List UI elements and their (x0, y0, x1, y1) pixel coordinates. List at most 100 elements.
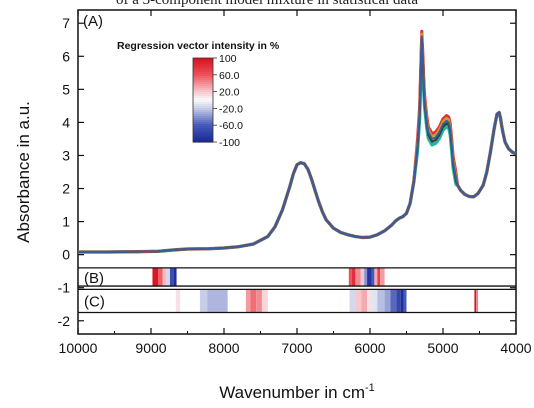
colorbar-swatch (193, 106, 213, 109)
colorbar-swatch (193, 94, 213, 97)
colorbar-swatch (193, 68, 213, 71)
regression-band (245, 289, 251, 313)
colorbar-tick-label: 20.0 (219, 87, 240, 99)
y-tick-label: 2 (62, 181, 70, 197)
x-tick-label: 9000 (135, 340, 166, 356)
colorbar-swatch (193, 78, 213, 81)
y-tick-label: 4 (62, 114, 70, 130)
colorbar-swatch (193, 86, 213, 89)
colorbar-swatch (193, 104, 213, 107)
regression-band (158, 267, 163, 287)
colorbar-swatch (193, 124, 213, 127)
axis-labels: Absorbance in a.u. Wavenumber in cm-1 (14, 101, 375, 402)
colorbar-swatch (193, 90, 213, 93)
colorbar-swatch (193, 122, 213, 125)
regression-band (173, 267, 177, 287)
y-tick-label: 0 (62, 247, 70, 263)
y-tick-label: 6 (62, 48, 70, 64)
colorbar-swatch (193, 118, 213, 121)
x-axis-title-text: Wavenumber in cm (219, 383, 365, 402)
x-tick-label: 8000 (208, 340, 239, 356)
colorbar-swatch (193, 82, 213, 85)
regression-band (348, 267, 352, 287)
colorbar-swatch (193, 112, 213, 115)
regression-strips (78, 267, 516, 314)
regression-band (169, 267, 174, 287)
regression-band (175, 289, 181, 313)
x-tick-label: 7000 (281, 340, 312, 356)
colorbar-swatch (193, 100, 213, 103)
panel-labels: (A) (B) (C) (83, 13, 105, 311)
regression-band (377, 267, 381, 287)
regression-band (474, 289, 477, 313)
colorbar-swatch (193, 130, 213, 133)
spectrum-series (78, 29, 516, 254)
strip-background (78, 289, 516, 313)
regression-band (380, 267, 385, 287)
y-tick-label: 7 (62, 15, 70, 31)
regression-band (384, 289, 391, 313)
colorbar-tick-label: -100 (219, 137, 240, 149)
regression-band (361, 289, 368, 313)
colorbar-swatch (193, 136, 213, 139)
x-tick-label: 10000 (59, 340, 98, 356)
y-tick-label: -1 (58, 280, 71, 296)
colorbar-tick-label: -20.0 (219, 103, 243, 115)
colorbar-swatch (193, 58, 213, 61)
colorbar-swatch (193, 88, 213, 91)
regression-band (355, 289, 362, 313)
x-tick-label: 6000 (354, 340, 385, 356)
colorbar-frame (192, 57, 214, 143)
regression-band (355, 267, 361, 287)
colorbar-swatch (193, 102, 213, 105)
regression-band (360, 267, 365, 287)
colorbar-swatch (193, 126, 213, 129)
panel-label-b: (B) (84, 270, 104, 287)
colorbar-swatch (193, 138, 213, 141)
regression-band (371, 289, 378, 313)
regression-band (476, 289, 479, 313)
panel-label-c: (C) (84, 294, 105, 311)
regression-band (199, 289, 208, 313)
regression-band (256, 289, 262, 313)
panel-label-a: (A) (83, 13, 103, 30)
regression-band (367, 289, 372, 313)
colorbar-swatch (193, 66, 213, 69)
colorbar-swatch (193, 70, 213, 73)
colorbar-swatch (193, 64, 213, 67)
axes: 10000 9000 8000 7000 6000 5000 4000 7 6 5 4 3 2 1 0 -1 -… (58, 9, 532, 356)
colorbar-swatch (193, 134, 213, 137)
colorbar-swatch (193, 92, 213, 95)
x-axis-title: Wavenumber in cm-1 (219, 382, 375, 402)
regression-band (207, 289, 228, 313)
x-tick-label: 4000 (500, 340, 531, 356)
y-axis-title: Absorbance in a.u. (14, 101, 33, 243)
spectrum-line (78, 35, 516, 253)
regression-band (351, 267, 356, 287)
y-tick-label: 3 (62, 147, 70, 163)
colorbar-swatch (193, 128, 213, 131)
colorbar-swatch (193, 132, 213, 135)
colorbar-swatch (193, 76, 213, 79)
spectrum-line (78, 40, 516, 254)
regression-band (166, 267, 170, 287)
x-tick-label: 5000 (427, 340, 458, 356)
colorbar-swatch (193, 84, 213, 87)
colorbar-title: Regression vector intensity in % (117, 40, 280, 52)
colorbar-swatch (193, 96, 213, 99)
colorbar-swatch (193, 116, 213, 119)
regression-band (250, 289, 257, 313)
colorbar-swatch (193, 114, 213, 117)
strip-background (78, 267, 516, 287)
top-caption-fragment: of a 3-component model mixture in statis… (116, 0, 418, 8)
regression-band (152, 267, 159, 287)
y-tick-label: -2 (58, 313, 71, 329)
colorbar-tick-label: 60.0 (219, 70, 240, 82)
y-tick-label: 5 (62, 81, 70, 97)
x-axis-title-superscript: -1 (365, 382, 375, 394)
regression-band (261, 289, 268, 313)
y-tick-label: 1 (62, 214, 70, 230)
regression-band (374, 267, 378, 287)
regression-band (349, 289, 356, 313)
